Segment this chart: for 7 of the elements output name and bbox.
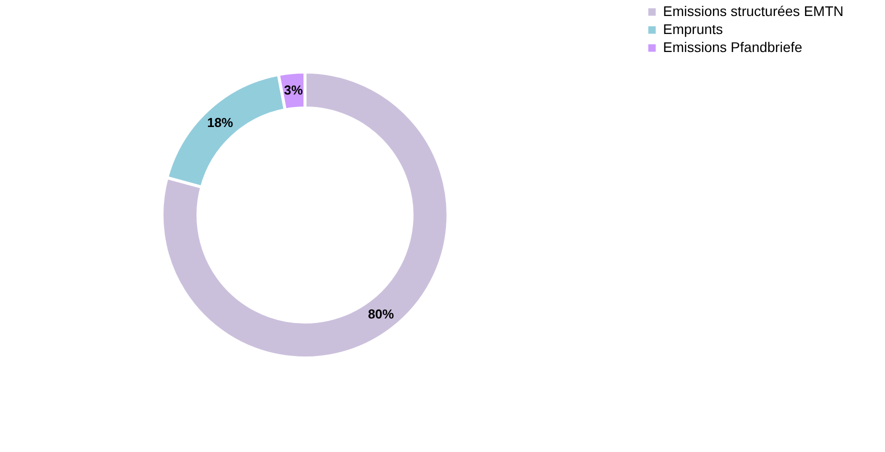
data-label: 3% (284, 82, 304, 98)
legend-label: Emissions Pfandbriefe (663, 39, 803, 55)
legend-label: Emissions structurées EMTN (663, 3, 844, 19)
donut-slice (160, 70, 450, 360)
data-label: 80% (368, 306, 394, 322)
data-label: 18% (207, 115, 234, 130)
legend-label: Emprunts (663, 21, 723, 37)
